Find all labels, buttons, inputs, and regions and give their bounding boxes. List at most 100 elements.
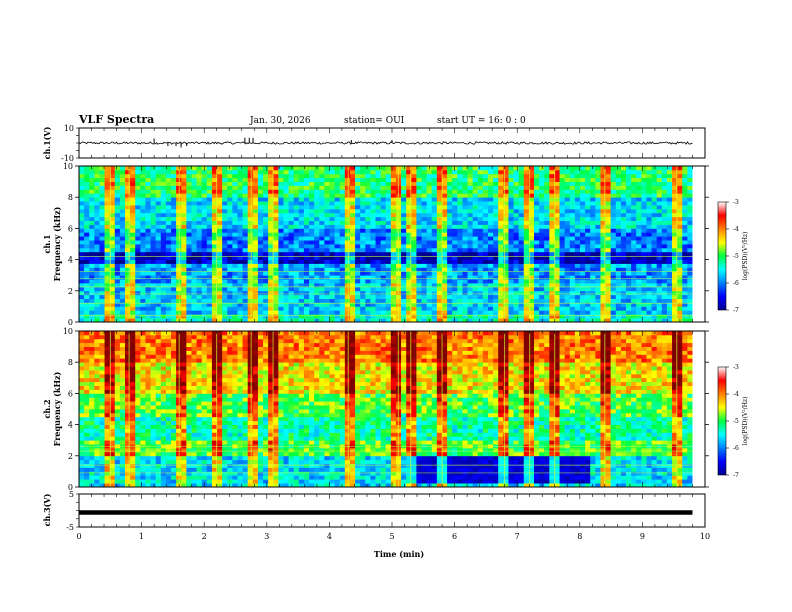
ch1-spec-cell [390, 240, 397, 245]
ch1-spec-cell [482, 255, 489, 260]
ch1-spec-cell [441, 286, 448, 292]
ch1-spec-cell [610, 189, 617, 194]
ch1-spec-cell [534, 286, 540, 292]
ch1-spec-cell [641, 185, 647, 190]
ch1-spec-cell [528, 224, 535, 229]
ch1-spec-cell [114, 181, 121, 186]
ch1-spec-cell [544, 251, 550, 257]
ch1-spec-cell [528, 298, 535, 303]
ch1-spec-cell [242, 201, 249, 206]
ch1-spec-cell [232, 177, 238, 182]
ch1-spec-cell [580, 306, 586, 311]
ch1-spec-cell [544, 185, 550, 190]
ch1-spec-cell [293, 193, 300, 198]
ch1-spec-cell [125, 228, 131, 233]
ch1-spec-cell [549, 240, 555, 245]
ch1-spec-cell [247, 212, 254, 218]
ch1-spec-cell [329, 255, 336, 260]
ch1-spec-cell [559, 290, 566, 296]
ch1-spec-cell [196, 267, 203, 272]
ch1-spec-cell [656, 205, 663, 210]
ch1-spec-cell [324, 294, 330, 299]
ch1-spec-cell [651, 283, 658, 288]
ch1-spec-cell [309, 166, 315, 171]
ch1-spec-cell [309, 283, 315, 288]
ch1-spec-cell [544, 318, 550, 323]
ch1-spec-cell [114, 216, 121, 221]
ch1-spec-cell [436, 279, 443, 284]
ch1-spec-cell [631, 267, 637, 272]
ch1-spec-cell [160, 255, 167, 260]
ch1-spec-cell [585, 283, 591, 288]
ch1-spec-cell [114, 244, 121, 249]
ch1-spec-cell [528, 318, 535, 323]
ch1-spec-cell [626, 189, 632, 194]
ch1-spec-cell [610, 177, 617, 182]
ch1-spec-cell [600, 236, 606, 241]
ch1-spec-cell [314, 220, 320, 225]
ch1-spec-cell [431, 208, 438, 214]
ch1-spec-cell [79, 197, 85, 202]
ch1-spec-cell [109, 255, 116, 260]
ch1-spec-cell [416, 283, 422, 288]
ch1-spec-cell [666, 232, 673, 237]
ch1-spec-cell [283, 286, 289, 292]
ch1-spec-cell [155, 177, 162, 182]
ch1-spec-cell [257, 251, 264, 257]
ch1-spec-cell [324, 271, 330, 276]
ch1-spec-cell [114, 232, 121, 237]
ch1-spec-cell [196, 169, 203, 175]
ch1-spec-cell [590, 236, 596, 241]
ch1-spec-cell [554, 314, 560, 319]
ch1-spec-cell [452, 290, 458, 296]
ch1-spec-cell [211, 177, 218, 182]
ch1-spec-cell [160, 244, 167, 249]
ch1-spec-cell [559, 208, 566, 214]
ch1-spec-cell [554, 283, 560, 288]
ch1-spec-cell [165, 224, 172, 229]
ch1-spec-cell [79, 310, 85, 315]
ch1-spec-cell [595, 228, 601, 233]
ch1-spec-cell [232, 166, 238, 171]
ch1-spec-cell [319, 205, 325, 210]
ch1-spec-cell [324, 201, 330, 206]
ch1-spec-cell [523, 232, 530, 237]
ch1-spec-cell [426, 216, 433, 221]
ch1-spec-cell [574, 298, 581, 303]
ch1-spec-cell [288, 283, 295, 288]
ch1-spec-cell [559, 177, 566, 182]
ch1-spec-cell [636, 263, 642, 268]
ch1-spec-cell [191, 275, 197, 280]
ch1-spec-cell [263, 294, 269, 299]
ch1-spec-cell [283, 279, 289, 284]
ch1-spec-cell [186, 283, 192, 288]
ch1-spec-cell [416, 212, 422, 218]
ch1-spec-cell [360, 247, 366, 253]
ch1-spec-cell [406, 173, 412, 179]
ch1-spec-cell [447, 310, 453, 315]
ch1-spec-cell [84, 236, 90, 241]
ch1-spec-cell [130, 181, 136, 186]
ch1-spec-cell [375, 294, 382, 299]
ch1-spec-cell [334, 259, 341, 264]
ch1-spec-cell [574, 197, 581, 202]
ch1-spec-cell [293, 286, 300, 292]
ch1-spec-cell [462, 185, 468, 190]
ch1-spec-cell [89, 310, 95, 315]
ch1-spec-cell [426, 232, 433, 237]
ch1-spec-cell [191, 173, 197, 179]
ch1-spec-cell [257, 236, 264, 241]
ch1-spec-cell [232, 298, 238, 303]
ch1-spec-cell [477, 166, 484, 171]
ch1-spec-cell [513, 212, 520, 218]
ch1-spec-cell [615, 283, 622, 288]
ch1-spec-cell [539, 197, 545, 202]
ch1-spec-cell [104, 236, 111, 241]
ch1-spec-cell [661, 201, 668, 206]
ch1-spec-cell [401, 208, 407, 214]
ch1-spec-cell [324, 314, 330, 319]
ch1-spec-cell [421, 279, 428, 284]
ch1-spec-cell [523, 189, 530, 194]
ch1-spec-cell [114, 177, 121, 182]
